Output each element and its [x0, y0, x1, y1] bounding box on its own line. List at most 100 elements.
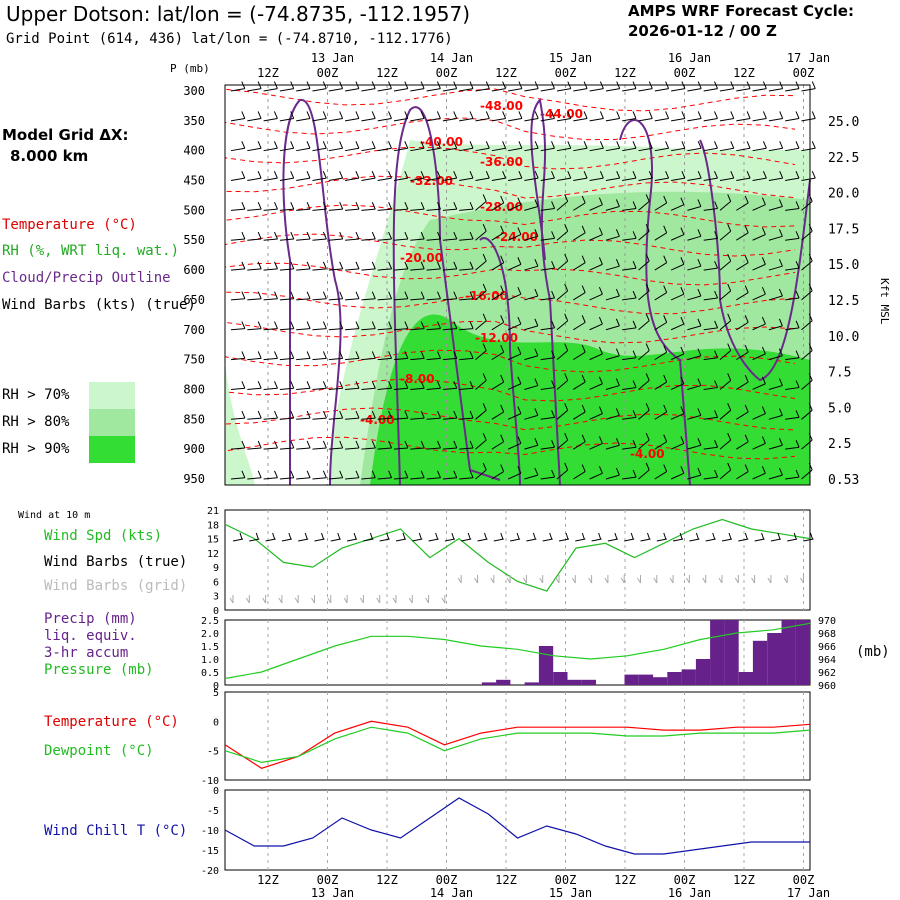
- wind-barb: [654, 374, 668, 390]
- wind-chill-line: [224, 797, 810, 855]
- wind-barb: [393, 201, 409, 211]
- date-tick-bottom: 13 Jan: [311, 886, 354, 900]
- time-tick-bottom: 00Z: [674, 873, 696, 887]
- time-tick-bottom: 00Z: [793, 873, 815, 887]
- time-tick-bottom: 00Z: [555, 873, 577, 887]
- wind-barb: [654, 141, 670, 152]
- height-axis-label: Kft MSL: [878, 278, 891, 325]
- wind-barb: [524, 199, 539, 211]
- wind-barb: [361, 440, 376, 450]
- wind-barb: [459, 170, 474, 182]
- date-tick-top: 13 Jan: [311, 51, 354, 65]
- wind-barb: [540, 350, 556, 361]
- wind-barb: [719, 403, 732, 420]
- wind-barb: [589, 466, 603, 480]
- pressure-tick-label: 700: [183, 323, 205, 337]
- wind-barb: [703, 350, 719, 361]
- wind-barb: [540, 380, 556, 390]
- wind-barb: [279, 410, 295, 420]
- wind-barb: [605, 141, 621, 152]
- wind-barb: [785, 170, 800, 182]
- wind-barb: [573, 434, 586, 450]
- wind-barb-grid: [294, 595, 299, 604]
- height-tick-label: 0.53: [828, 473, 859, 488]
- wind-barb: [361, 321, 376, 331]
- wind-barb: [768, 199, 783, 211]
- wind-barb: [361, 291, 376, 301]
- cross-section-frame: [224, 84, 811, 486]
- wind-barb: [296, 381, 311, 390]
- wind-barb: [426, 351, 441, 361]
- wind-barb: [247, 291, 262, 301]
- precip-bar: [795, 620, 810, 685]
- wind-barb: [345, 111, 360, 122]
- wind-barb: [345, 410, 360, 420]
- wind-barb: [703, 231, 719, 241]
- wind-barb: [312, 381, 327, 390]
- wind-speed-tick: 0: [213, 606, 219, 617]
- wind-barb: [540, 290, 556, 301]
- wind-barb: [475, 283, 487, 301]
- wind-barb-10m: [379, 532, 390, 542]
- pressure-tick: 970: [818, 616, 836, 627]
- model-grid-label: Model Grid ΔX:: [2, 126, 129, 144]
- legend-pressure: Pressure (mb): [44, 662, 154, 678]
- wind-barb: [345, 291, 360, 301]
- pressure-tick-label: 850: [183, 412, 205, 426]
- legend-temperature: Temperature (°C): [2, 217, 137, 233]
- wind-barb: [312, 321, 327, 331]
- wind-barb: [263, 440, 278, 450]
- pressure-tick-label: 500: [183, 203, 205, 217]
- rh70-region-left: [225, 360, 255, 485]
- wind-barb: [328, 410, 344, 420]
- time-tick-bottom: 00Z: [436, 873, 458, 887]
- wind-barb: [345, 381, 360, 390]
- wind-barb-10m: [298, 532, 309, 542]
- wind-barb: [556, 432, 569, 450]
- wind-barb: [312, 111, 327, 122]
- wind-barb: [785, 260, 800, 271]
- temp-tick: -10: [201, 776, 219, 787]
- date-tick-bottom: 14 Jan: [430, 886, 473, 900]
- wind-barb: [296, 440, 311, 450]
- wind-barb-grid: [343, 595, 348, 604]
- wind-barb-10m: [461, 532, 472, 542]
- wind-barb: [670, 466, 685, 480]
- wind-barb: [703, 111, 718, 122]
- wind-barb: [752, 111, 767, 122]
- wind-barb: [393, 321, 409, 331]
- wind-barb: [377, 261, 393, 271]
- height-tick-label: 25.0: [828, 115, 859, 130]
- wind-barb: [507, 257, 522, 271]
- wind-barb: [768, 438, 783, 450]
- wind-barb: [475, 253, 487, 271]
- wind-barb: [736, 464, 749, 480]
- wind-barb: [296, 141, 311, 152]
- wind-barb: [670, 287, 685, 301]
- wind-speed-line: [224, 518, 811, 592]
- wind-barb: [328, 470, 344, 480]
- temperature-contour: [224, 378, 796, 402]
- precip-bar: [581, 679, 596, 685]
- wind-barb: [638, 313, 650, 331]
- pressure-tick: 968: [818, 629, 836, 640]
- wind-barb: [540, 440, 556, 450]
- wind-barb: [589, 406, 603, 420]
- precip-bar: [638, 674, 654, 685]
- wind-barb: [393, 381, 409, 390]
- height-tick-label: 10.0: [828, 330, 859, 345]
- wind-barb: [507, 287, 522, 301]
- wind-barb: [687, 229, 702, 241]
- wind-barb: [279, 381, 295, 390]
- precip-bar: [481, 682, 497, 685]
- time-tick-top: 12Z: [376, 66, 398, 80]
- time-tick-top: 00Z: [436, 66, 458, 80]
- time-tick-bottom: 12Z: [376, 873, 398, 887]
- wind-barb: [622, 231, 637, 241]
- wind-barb: [785, 141, 800, 152]
- wind-barb: [410, 291, 425, 301]
- legend-swatch-rh90: [89, 436, 135, 463]
- wind-barb: [247, 410, 262, 420]
- wind-barb: [312, 231, 327, 241]
